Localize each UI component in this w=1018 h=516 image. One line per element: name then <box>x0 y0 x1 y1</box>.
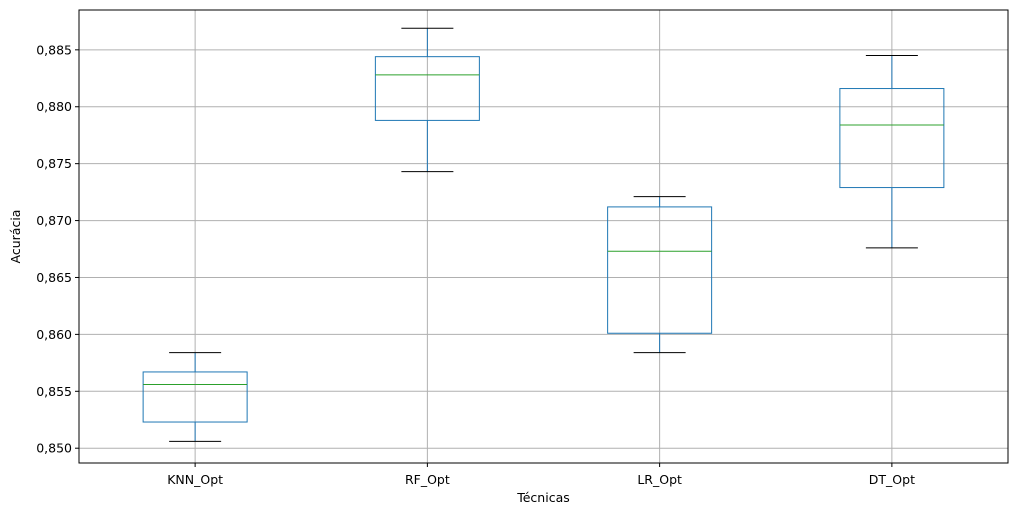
plot-area-frame <box>78 9 1009 464</box>
y-axis-title: Acurácia <box>8 210 23 264</box>
y-tick-label: 0,855 <box>36 384 72 399</box>
box-iqr <box>607 206 713 334</box>
box-group-dt-opt <box>839 55 945 249</box>
y-tick-label: 0,875 <box>36 156 72 171</box>
y-tick-label: 0,885 <box>36 42 72 57</box>
box-iqr <box>374 56 480 121</box>
x-tick-label: KNN_Opt <box>167 472 223 487</box>
y-axis-ticks: 0,850 0,855 0,860 0,865 0,870 0,875 0,880 0,885 <box>36 42 79 456</box>
box-group-knn-opt <box>142 352 248 442</box>
y-tick-label: 0,870 <box>36 213 72 228</box>
box-group-rf-opt <box>374 27 480 173</box>
y-tick-label: 0,860 <box>36 327 72 342</box>
box-group-lr-opt <box>607 196 713 354</box>
grid-lines <box>79 10 1008 463</box>
y-tick-label: 0,880 <box>36 99 72 114</box>
box-iqr <box>839 88 945 189</box>
box-series <box>142 27 945 442</box>
box-iqr <box>142 371 248 423</box>
x-tick-label: LR_Opt <box>637 472 682 487</box>
x-tick-label: DT_Opt <box>869 472 915 487</box>
x-axis-title: Técnicas <box>516 490 570 505</box>
y-tick-label: 0,850 <box>36 441 72 456</box>
x-axis-ticks: KNN_Opt RF_Opt LR_Opt DT_Opt <box>167 463 915 487</box>
y-tick-label: 0,865 <box>36 270 72 285</box>
x-tick-label: RF_Opt <box>405 472 450 487</box>
